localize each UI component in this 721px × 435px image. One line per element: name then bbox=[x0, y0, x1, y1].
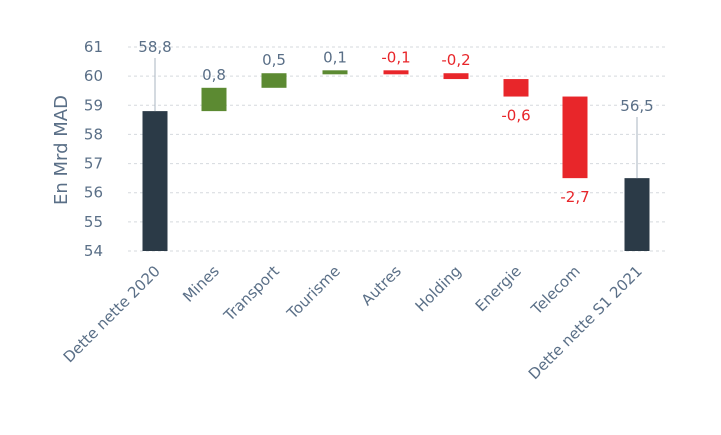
y-axis-label: En Mrd MAD bbox=[51, 95, 72, 205]
bar-decrease bbox=[383, 70, 409, 75]
bar-decrease bbox=[503, 79, 529, 97]
bar-decrease bbox=[443, 73, 469, 80]
data-label: 0,1 bbox=[323, 48, 347, 66]
bar-total bbox=[142, 111, 168, 251]
x-tick-label: Autres bbox=[358, 262, 405, 309]
y-tick-label: 58 bbox=[84, 125, 103, 143]
bar-decrease bbox=[562, 96, 588, 179]
y-tick-label: 55 bbox=[84, 213, 103, 231]
x-tick-label: Holding bbox=[412, 262, 465, 315]
bar-increase bbox=[201, 87, 227, 112]
bar-total bbox=[624, 178, 650, 251]
y-tick-label: 56 bbox=[84, 184, 103, 202]
y-tick-label: 54 bbox=[84, 242, 103, 260]
data-label: -0,1 bbox=[381, 48, 410, 66]
x-tick-label: Telecom bbox=[527, 262, 584, 319]
data-label: 0,5 bbox=[262, 51, 286, 69]
y-tick-label: 57 bbox=[84, 155, 103, 173]
y-tick-label: 61 bbox=[84, 38, 103, 56]
data-label: -2,7 bbox=[560, 188, 589, 206]
data-label: 58,8 bbox=[138, 38, 171, 56]
bar-increase bbox=[322, 70, 348, 75]
bar-increase bbox=[261, 73, 287, 88]
data-label: -0,6 bbox=[501, 107, 530, 125]
x-tick-label: Dette nette S1 2021 bbox=[525, 262, 646, 383]
x-tick-label: Mines bbox=[179, 262, 223, 306]
x-tick-label: Energie bbox=[472, 262, 525, 315]
x-tick-label: Tourisme bbox=[283, 262, 344, 323]
x-tick-label: Transport bbox=[220, 262, 283, 325]
data-label: -0,2 bbox=[441, 51, 470, 69]
data-label: 56,5 bbox=[620, 97, 653, 115]
x-tick-label: Dette nette 2020 bbox=[60, 262, 164, 366]
y-tick-label: 60 bbox=[84, 67, 103, 85]
y-tick-label: 59 bbox=[84, 96, 103, 114]
data-label: 0,8 bbox=[202, 66, 226, 84]
